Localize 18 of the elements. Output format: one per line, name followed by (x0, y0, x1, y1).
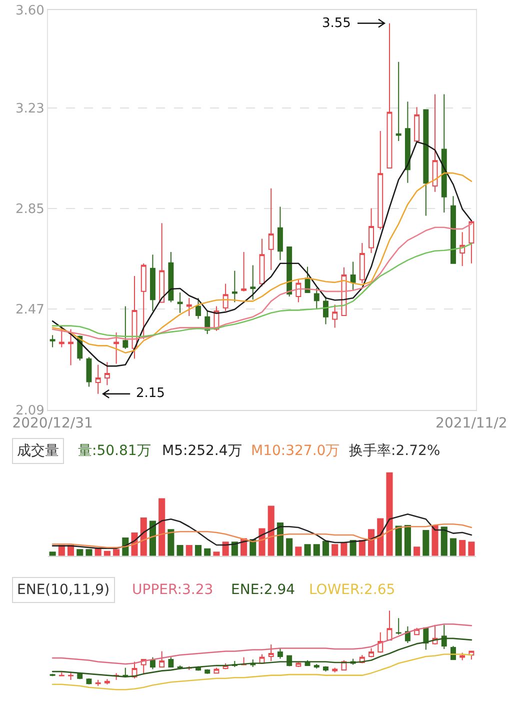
y-tick-label: 2.09 (15, 403, 44, 418)
y-tick-label: 2.47 (15, 302, 44, 318)
text: LOWER:2.65 (309, 582, 396, 598)
x-tick-label: 2020/12/31 (12, 416, 93, 432)
chart-title: ENE(10,11,9) (17, 582, 110, 598)
y-tick-label: 3.23 (15, 102, 44, 116)
text: M5:252.4万 (162, 443, 242, 459)
text: ENE:2.94 (231, 582, 296, 598)
text: 换手率:2.72% (349, 443, 440, 459)
annotation: 2.15 (136, 386, 165, 401)
text: UPPER:3.23 (132, 582, 214, 598)
text: 量:50.81万 (78, 443, 151, 459)
y-tick-label: 3.60 (15, 4, 44, 19)
y-tick-label: 2.85 (15, 202, 44, 218)
text: M10:327.0万 (251, 443, 340, 459)
annotation: 3.55 (322, 16, 351, 31)
chart-title: 成交量 (17, 443, 59, 459)
x-tick-label: 2021/11/2 (436, 416, 508, 432)
